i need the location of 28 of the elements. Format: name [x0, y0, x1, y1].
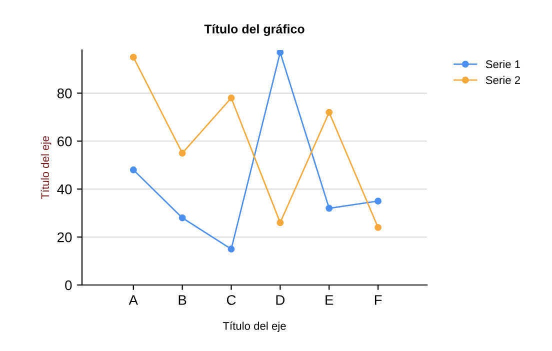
point — [228, 94, 235, 102]
x-axis-title: Título del eje — [222, 322, 286, 332]
point — [276, 219, 284, 226]
y-tick-label: 80 — [57, 88, 72, 98]
y-tick-label: 20 — [58, 232, 72, 242]
point — [178, 214, 186, 222]
point — [276, 50, 284, 56]
point — [178, 150, 186, 157]
legend-label: Serie 1 — [486, 60, 520, 68]
y-tick-label: 0 — [65, 280, 72, 290]
point — [130, 54, 137, 61]
legend-label: Serie 2 — [486, 76, 520, 84]
x-tick-label: F — [374, 295, 382, 305]
point — [326, 108, 333, 116]
point — [374, 224, 382, 231]
x-tick-label: A — [128, 295, 138, 305]
point — [228, 246, 235, 253]
x-tick-label: D — [276, 295, 285, 305]
x-tick-label: E — [326, 295, 334, 305]
y-tick-label: 60 — [58, 136, 72, 146]
x-tick-label: C — [226, 295, 236, 305]
point — [130, 166, 137, 174]
point — [374, 198, 382, 205]
chart-title: Título del gráfico — [204, 24, 304, 36]
y-axis-title: Título del eje — [40, 136, 52, 200]
y-tick-label: 40 — [57, 184, 72, 194]
point — [326, 204, 333, 212]
x-tick-label: B — [178, 295, 186, 305]
